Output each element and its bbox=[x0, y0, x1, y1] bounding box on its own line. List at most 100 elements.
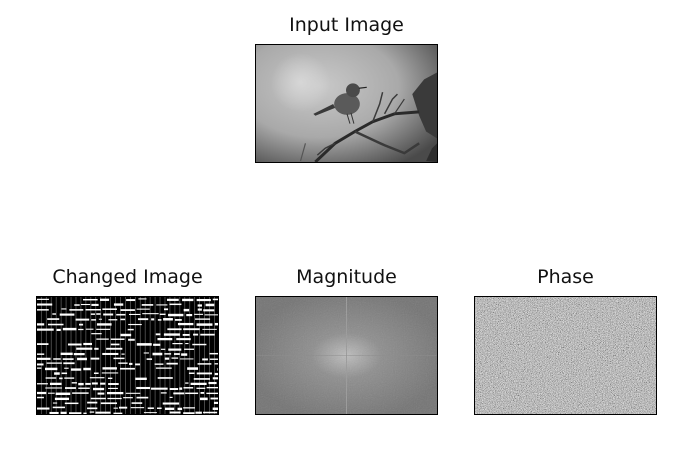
input-image-picture bbox=[256, 45, 437, 162]
changed-image-stripe bbox=[213, 401, 218, 404]
changed-image-stripe bbox=[110, 343, 120, 346]
changed-image-stripe bbox=[163, 308, 169, 311]
changed-image-stripe bbox=[197, 363, 212, 365]
changed-image-column-line bbox=[174, 297, 176, 414]
changed-image-column-line bbox=[45, 297, 47, 414]
changed-image-stripe bbox=[47, 318, 60, 320]
changed-image-column-line bbox=[40, 297, 42, 414]
changed-image-stripe bbox=[49, 382, 62, 385]
changed-image-stripe bbox=[183, 328, 200, 331]
changed-image-stripe bbox=[164, 407, 175, 410]
changed-image-column-line bbox=[199, 297, 200, 414]
changed-image-stripe bbox=[137, 318, 149, 321]
changed-image-stripe bbox=[121, 353, 125, 355]
changed-image-stripe bbox=[102, 308, 117, 310]
changed-image-stripe bbox=[76, 347, 93, 350]
changed-image-stripe bbox=[166, 298, 179, 301]
changed-image-stripe bbox=[62, 327, 77, 331]
changed-image-stripe bbox=[118, 406, 128, 409]
changed-image-stripe bbox=[94, 347, 99, 350]
changed-image-stripe bbox=[103, 313, 114, 316]
changed-image-stripe bbox=[151, 387, 168, 390]
changed-image-stripe bbox=[78, 328, 84, 331]
changed-image-stripe bbox=[136, 386, 151, 390]
changed-image-column-line bbox=[80, 297, 82, 414]
changed-image-stripe bbox=[64, 367, 69, 369]
changed-image-stripe bbox=[37, 357, 51, 360]
changed-image-stripe bbox=[59, 377, 63, 380]
changed-image-stripe bbox=[80, 303, 91, 306]
changed-image-column-line bbox=[100, 297, 102, 414]
changed-image-stripe bbox=[204, 314, 218, 316]
changed-image-stripe bbox=[98, 318, 102, 320]
changed-image-stripe bbox=[164, 357, 170, 360]
changed-image-column-line bbox=[159, 297, 161, 414]
changed-image-stripe bbox=[128, 313, 141, 315]
changed-image-stripe bbox=[37, 367, 42, 369]
changed-image-stripe bbox=[56, 328, 61, 332]
changed-image-stripe bbox=[82, 298, 98, 301]
changed-image-stripe bbox=[79, 323, 84, 326]
changed-image-stripe bbox=[184, 348, 195, 350]
changed-image-stripe bbox=[136, 396, 149, 399]
changed-image-stripe bbox=[177, 322, 194, 326]
changed-image-stripe bbox=[97, 392, 105, 395]
changed-image-stripe bbox=[169, 388, 179, 391]
changed-image-stripe bbox=[168, 313, 184, 317]
changed-image-column-line bbox=[60, 297, 62, 414]
changed-image-stripe bbox=[91, 319, 97, 321]
changed-image-column-line bbox=[214, 297, 215, 414]
changed-image-stripe bbox=[37, 303, 53, 306]
changed-image-stripe bbox=[183, 412, 195, 414]
changed-image-stripe bbox=[83, 342, 92, 346]
changed-image-stripe bbox=[37, 343, 49, 345]
changed-image-stripe bbox=[169, 303, 182, 306]
changed-image-stripe bbox=[100, 298, 110, 301]
changed-image-stripe bbox=[107, 377, 113, 379]
changed-image-stripe bbox=[169, 396, 173, 398]
changed-image-column-line bbox=[125, 297, 126, 414]
changed-image-stripe bbox=[208, 381, 217, 385]
changed-image-stripe bbox=[37, 309, 49, 311]
changed-image-stripe bbox=[96, 328, 111, 330]
changed-image-stripe bbox=[107, 391, 124, 395]
changed-image-column-line bbox=[90, 297, 92, 414]
changed-image-stripe bbox=[129, 362, 133, 365]
changed-image-stripe bbox=[90, 397, 106, 400]
changed-image-stripe bbox=[179, 358, 194, 360]
changed-image-stripe bbox=[73, 353, 85, 356]
changed-image-stripe bbox=[37, 396, 44, 399]
changed-image-stripe bbox=[87, 407, 98, 410]
changed-image-stripe bbox=[185, 343, 189, 345]
changed-image-column-line bbox=[204, 297, 205, 414]
changed-image-stripe bbox=[156, 407, 162, 409]
changed-image-stripe bbox=[64, 387, 76, 389]
changed-image-stripe bbox=[169, 411, 181, 414]
changed-image-stripe bbox=[171, 357, 179, 359]
changed-image-stripe bbox=[159, 313, 166, 315]
changed-image-column-line bbox=[120, 297, 121, 414]
changed-image-column-line bbox=[75, 297, 77, 414]
input-image-axes bbox=[255, 44, 438, 163]
changed-image-stripe bbox=[202, 358, 208, 361]
changed-image-stripe bbox=[47, 323, 64, 326]
changed-image-stripe bbox=[120, 309, 135, 311]
changed-image-stripe bbox=[125, 392, 141, 394]
changed-image-stripe bbox=[190, 382, 207, 385]
magnitude-picture bbox=[256, 297, 437, 414]
changed-image-stripe bbox=[193, 333, 199, 336]
changed-image-stripe bbox=[85, 382, 91, 385]
changed-image-column-line bbox=[95, 297, 97, 414]
changed-image-stripe bbox=[157, 319, 162, 321]
changed-image-stripe bbox=[209, 358, 218, 360]
changed-image-stripe bbox=[196, 298, 211, 302]
changed-image-stripe bbox=[174, 319, 182, 321]
changed-image-stripe bbox=[155, 333, 161, 336]
changed-image-stripe bbox=[62, 358, 74, 360]
changed-image-stripe bbox=[90, 313, 96, 315]
changed-image-stripe bbox=[182, 298, 194, 302]
changed-image-stripe bbox=[37, 353, 45, 355]
changed-image-stripe bbox=[206, 392, 218, 395]
changed-image-stripe bbox=[120, 333, 132, 337]
changed-image-stripe bbox=[95, 411, 111, 414]
